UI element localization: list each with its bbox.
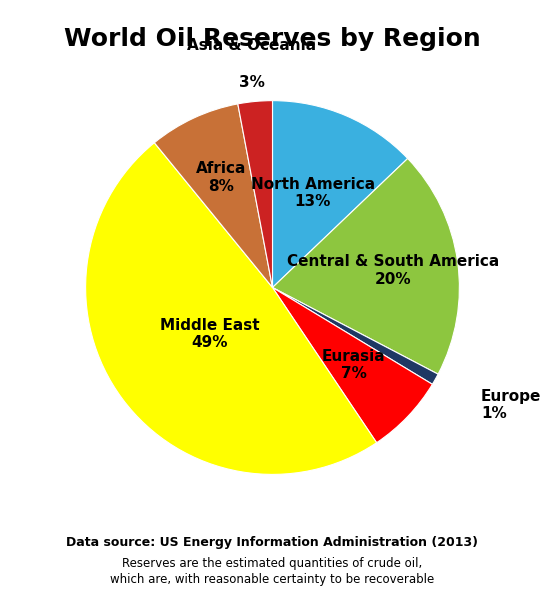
- Wedge shape: [86, 143, 377, 474]
- Wedge shape: [272, 288, 438, 385]
- Text: Central & South America
20%: Central & South America 20%: [287, 255, 499, 287]
- Text: which are, with reasonable certainty to be recoverable: which are, with reasonable certainty to …: [111, 573, 434, 586]
- Text: Asia & Oceania: Asia & Oceania: [187, 38, 317, 53]
- Text: North America
13%: North America 13%: [251, 177, 375, 209]
- Wedge shape: [272, 101, 408, 288]
- Text: 3%: 3%: [239, 75, 265, 90]
- Wedge shape: [238, 101, 272, 288]
- Text: Africa
8%: Africa 8%: [196, 161, 246, 193]
- Wedge shape: [272, 288, 432, 443]
- Text: Eurasia
7%: Eurasia 7%: [322, 349, 385, 381]
- Wedge shape: [272, 159, 459, 374]
- Wedge shape: [154, 104, 272, 288]
- Text: Middle East
49%: Middle East 49%: [160, 318, 259, 350]
- Text: World Oil Reserves by Region: World Oil Reserves by Region: [64, 27, 481, 51]
- Text: Reserves are the estimated quantities of crude oil,: Reserves are the estimated quantities of…: [123, 556, 422, 570]
- Text: Europe
1%: Europe 1%: [481, 389, 541, 421]
- Text: Data source: US Energy Information Administration (2013): Data source: US Energy Information Admin…: [66, 536, 479, 549]
